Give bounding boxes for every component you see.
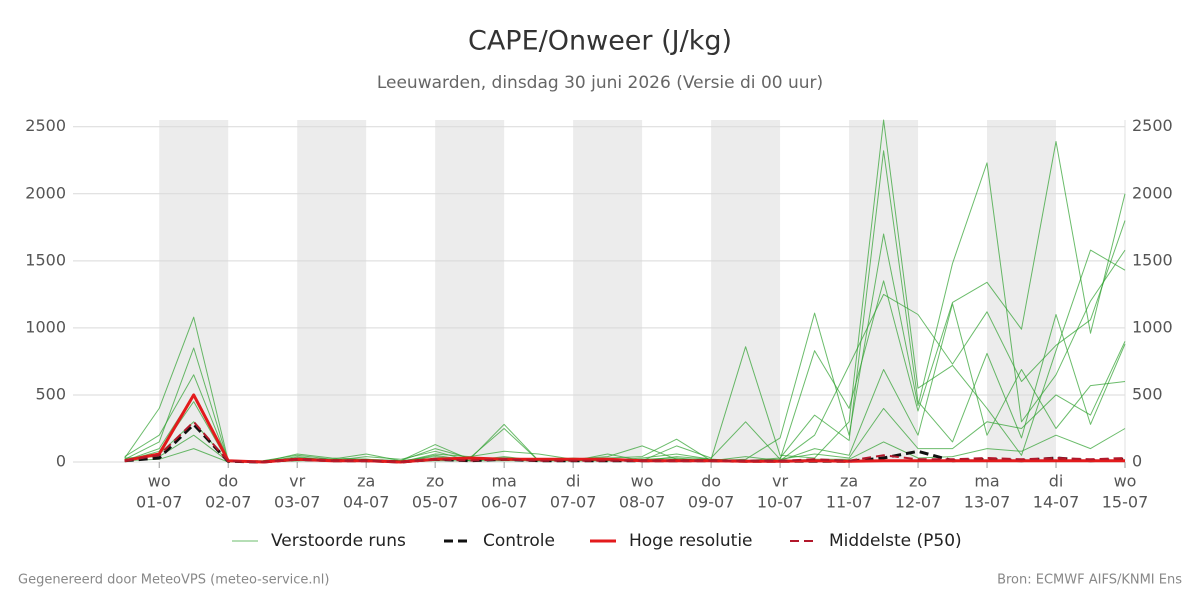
y2-tick-label: 2000 xyxy=(1132,183,1173,202)
day-band xyxy=(849,120,919,462)
x-tick-label: 09-07 xyxy=(688,493,735,512)
series-line xyxy=(124,162,1126,463)
legend-label: Middelste (P50) xyxy=(829,531,962,551)
x-tick-day: zo xyxy=(909,472,927,491)
y2-tick-label: 0 xyxy=(1132,452,1142,471)
x-tick-day: di xyxy=(1049,472,1064,491)
x-tick-day: wo xyxy=(148,472,171,491)
chart-title: CAPE/Onweer (J/kg) xyxy=(468,26,732,57)
y-tick-label: 2500 xyxy=(25,116,66,135)
x-tick-label: 15-07 xyxy=(1102,493,1149,512)
y2-tick-label: 2500 xyxy=(1132,116,1173,135)
x-tick-label: 07-07 xyxy=(550,493,597,512)
y-tick-label: 1000 xyxy=(25,317,66,336)
legend-label: Verstoorde runs xyxy=(271,531,406,551)
x-tick-day: za xyxy=(357,472,375,491)
day-band xyxy=(573,120,643,462)
y2-tick-label: 500 xyxy=(1132,384,1163,403)
day-band xyxy=(987,120,1057,462)
y-tick-label: 1500 xyxy=(25,250,66,269)
x-tick-label: 13-07 xyxy=(964,493,1011,512)
day-band xyxy=(159,120,229,462)
x-tick-label: 03-07 xyxy=(274,493,321,512)
chart-subtitle: Leeuwarden, dinsdag 30 juni 2026 (Versie… xyxy=(377,73,823,93)
x-tick-day: zo xyxy=(426,472,444,491)
y2-tick-label: 1000 xyxy=(1132,317,1173,336)
day-band xyxy=(435,120,505,462)
day-band xyxy=(711,120,781,462)
y-tick-label: 0 xyxy=(56,452,66,471)
x-tick-label: 08-07 xyxy=(619,493,666,512)
y-tick-label: 2000 xyxy=(25,183,66,202)
x-tick-label: 14-07 xyxy=(1033,493,1080,512)
footer-left: Gegenereerd door MeteoVPS (meteo-service… xyxy=(18,573,329,588)
x-tick-day: ma xyxy=(974,472,999,491)
background xyxy=(73,120,1126,463)
x-tick-label: 06-07 xyxy=(481,493,528,512)
x-tick-day: do xyxy=(701,472,721,491)
x-tick-label: 05-07 xyxy=(412,493,459,512)
series-line xyxy=(124,420,1126,463)
x-tick-label: 12-07 xyxy=(895,493,942,512)
x-tick-label: 04-07 xyxy=(343,493,390,512)
legend-label: Hoge resolutie xyxy=(629,531,753,551)
y-tick-label: 500 xyxy=(35,384,66,403)
x-tick-label: 01-07 xyxy=(136,493,183,512)
footer-right: Bron: ECMWF AIFS/KNMI Ens xyxy=(997,573,1182,588)
x-tick-label: 02-07 xyxy=(205,493,252,512)
y2-tick-label: 1500 xyxy=(1132,250,1173,269)
x-tick-day: wo xyxy=(631,472,654,491)
x-tick-day: di xyxy=(566,472,581,491)
x-tick-day: vr xyxy=(289,472,305,491)
legend-label: Controle xyxy=(483,531,555,551)
x-tick-label: 10-07 xyxy=(757,493,804,512)
series-line xyxy=(124,220,1126,463)
x-tick-day: do xyxy=(218,472,238,491)
x-tick-day: za xyxy=(840,472,858,491)
x-tick-day: vr xyxy=(772,472,788,491)
x-tick-label: 11-07 xyxy=(826,493,873,512)
x-tick-day: wo xyxy=(1114,472,1137,491)
x-tick-day: ma xyxy=(491,472,516,491)
day-band xyxy=(297,120,367,462)
